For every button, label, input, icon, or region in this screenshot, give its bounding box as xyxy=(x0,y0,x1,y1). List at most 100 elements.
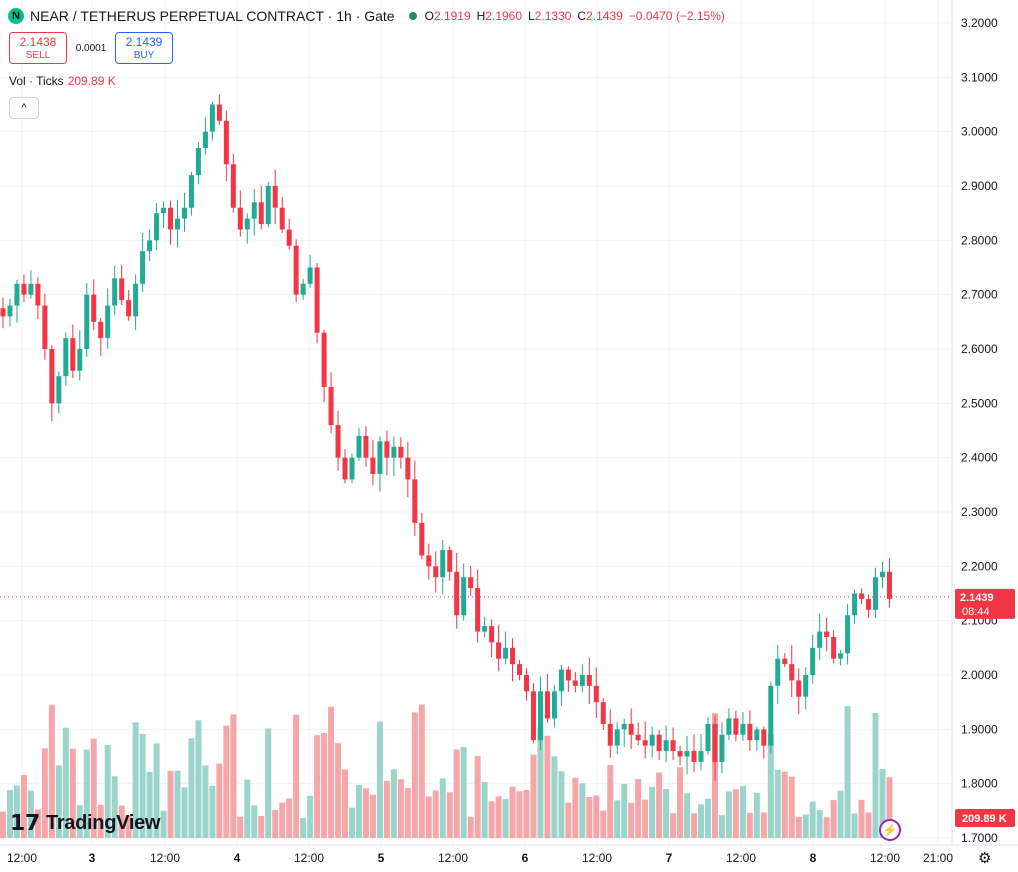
candle xyxy=(572,680,578,686)
price-candles xyxy=(0,94,892,781)
candle xyxy=(852,593,858,616)
volume-legend[interactable]: Vol · Ticks 209.89 K xyxy=(9,74,116,88)
volume-bar xyxy=(34,809,41,838)
volume-bar xyxy=(823,817,830,838)
near-logo-icon: N xyxy=(8,8,24,24)
tradingview-logo[interactable]: 𝟭𝟳 TradingView xyxy=(10,810,160,836)
candle xyxy=(321,332,327,388)
volume-bar xyxy=(209,785,216,838)
candle xyxy=(356,435,362,458)
volume-bar xyxy=(355,784,362,838)
candle xyxy=(537,691,543,741)
candle xyxy=(524,675,529,692)
candle xyxy=(154,213,160,241)
volume-bar xyxy=(97,804,104,838)
volume-bar xyxy=(886,777,893,838)
buy-button[interactable]: 2.1439 BUY xyxy=(115,32,173,64)
time-tick-label: 5 xyxy=(378,851,385,865)
volume-bar xyxy=(0,811,6,838)
volume-bar xyxy=(167,770,174,838)
volume-bar xyxy=(830,800,837,838)
volume-bar xyxy=(467,816,474,838)
volume-bar xyxy=(753,792,760,838)
candle xyxy=(412,479,418,523)
volume-bar xyxy=(551,756,558,838)
candle xyxy=(119,278,125,301)
volume-bar xyxy=(670,813,677,838)
time-axis[interactable]: 12:00 3 12:00 4 12:00 5 12:00 6 12:00 7 12:00 8 12:0… xyxy=(7,851,953,865)
time-tick-label: 12:00 xyxy=(582,851,612,865)
price-axis[interactable]: 3.2000 3.1000 3.0000 2.9000 2.8000 2.7000 2.60… xyxy=(961,16,998,845)
volume-bar xyxy=(48,704,55,838)
time-tick-label: 12:00 xyxy=(294,851,324,865)
time-tick-label: 6 xyxy=(522,851,529,865)
volume-bar xyxy=(635,779,642,838)
volume-bar xyxy=(607,764,614,838)
candle xyxy=(140,251,146,284)
volume-bar xyxy=(411,712,418,838)
volume-bar xyxy=(223,725,230,838)
candle xyxy=(503,647,509,659)
volume-bar xyxy=(816,810,823,838)
volume-bar xyxy=(244,779,251,838)
collapse-legend-button[interactable]: ^ xyxy=(9,97,39,119)
candle xyxy=(782,658,788,665)
candle xyxy=(84,294,90,349)
candle xyxy=(70,338,76,371)
volume-bar xyxy=(6,790,13,838)
candle xyxy=(307,267,313,284)
volume-bar xyxy=(146,771,153,838)
candle xyxy=(733,718,739,735)
candle xyxy=(161,207,167,214)
candle xyxy=(133,283,139,317)
candle xyxy=(342,457,348,480)
volume-bar xyxy=(383,780,390,838)
volume-bar xyxy=(432,790,439,838)
volume-bar xyxy=(558,771,565,838)
price-tick-label: 3.1000 xyxy=(961,70,998,84)
candle xyxy=(886,571,892,599)
volume-bar xyxy=(125,815,132,838)
candle xyxy=(126,300,132,317)
volume-bar xyxy=(544,735,551,838)
volume-bar xyxy=(579,783,586,838)
volume-bar xyxy=(20,775,27,838)
volume-bar xyxy=(195,720,202,838)
volume-bar xyxy=(530,754,537,838)
chart-grid xyxy=(0,0,952,845)
candle xyxy=(635,734,641,741)
candle xyxy=(719,734,725,762)
settings-gear-icon[interactable]: ⚙ xyxy=(978,850,992,867)
volume-bar xyxy=(677,767,684,838)
candle xyxy=(175,218,180,230)
candle xyxy=(579,675,585,686)
price-tick-label: 2.7000 xyxy=(961,288,998,302)
candle xyxy=(810,647,816,675)
symbol-title[interactable]: NEAR / TETHERUS PERPETUAL CONTRACT · 1h … xyxy=(30,8,395,24)
candle xyxy=(873,577,878,610)
lightning-icon[interactable]: ⚡ xyxy=(879,819,901,841)
volume-bar xyxy=(425,796,432,838)
volume-bar xyxy=(649,786,656,838)
volume-bar xyxy=(13,785,20,838)
volume-bar xyxy=(404,788,411,838)
candle xyxy=(202,131,208,148)
candle xyxy=(817,631,823,648)
volume-bar xyxy=(111,776,118,838)
volume-bar xyxy=(593,795,600,838)
volume-bar xyxy=(181,787,188,838)
candle xyxy=(489,626,495,643)
volume-bar xyxy=(90,738,97,838)
time-tick-label: 7 xyxy=(666,851,673,865)
symbol-header: N NEAR / TETHERUS PERPETUAL CONTRACT · 1… xyxy=(8,6,725,26)
volume-bar xyxy=(718,815,725,838)
volume-bar xyxy=(523,789,530,838)
sell-button[interactable]: 2.1438 SELL xyxy=(9,32,67,64)
candle xyxy=(391,446,397,458)
candle xyxy=(775,658,781,686)
candle xyxy=(14,283,20,306)
candle xyxy=(705,723,711,752)
volume-bar xyxy=(614,800,621,838)
candle xyxy=(384,441,390,458)
